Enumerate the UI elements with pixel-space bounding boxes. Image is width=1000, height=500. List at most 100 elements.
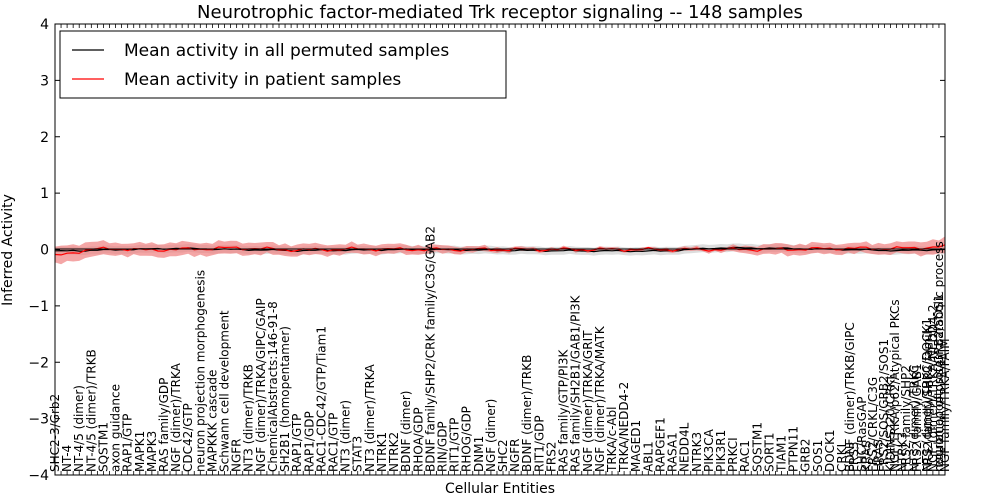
- x-tick-label: NGF/TRKA/p62/Atypical PKCs: [888, 299, 902, 472]
- x-tick-label: RAS family/GTP/PI3K: [557, 349, 571, 472]
- x-tick-label: Schwann cell development: [218, 310, 232, 472]
- x-tick-label: CRKL: [835, 440, 849, 472]
- x-tick-label: SQSTM1: [96, 422, 110, 472]
- x-tick-label: NT-4/5 (dimer)/TRKB: [84, 349, 98, 472]
- x-tick-label: SORT1: [762, 433, 776, 473]
- x-tick-label: TRKA/NEDD4-2: [617, 382, 631, 473]
- x-tick-label: FRS2/CRKL/C3G: [866, 377, 880, 472]
- x-tick-label: MAPKKK cascade: [205, 370, 219, 472]
- x-tick-label: TIAM1: [775, 435, 789, 473]
- x-tick-label: RAS family/GDP: [157, 378, 171, 472]
- y-tick-label: 4: [40, 17, 49, 33]
- x-tick-label: RAP1/GTP: [121, 414, 135, 472]
- x-tick-label: HRAS: [871, 439, 885, 472]
- x-tick-label: RASA1: [666, 432, 680, 472]
- x-tick-label: SHC2: [496, 439, 510, 472]
- y-tick-label: 0: [40, 243, 49, 259]
- y-tick-label: 2: [40, 130, 49, 146]
- x-tick-label: NEDD4L: [678, 422, 692, 472]
- x-tick-label: NGF (dimer): [484, 399, 498, 472]
- x-tick-label: CDC42/GTP: [181, 403, 195, 472]
- x-tick-label: FRS2 family/SHP2/family: [921, 324, 935, 472]
- legend-label-patient: Mean activity in patient samples: [124, 70, 401, 90]
- x-tick-label: RIT1/GDP: [532, 415, 546, 472]
- x-tick-label: RAPGEF1: [653, 417, 667, 472]
- x-tick-label: DNM1: [472, 436, 486, 472]
- x-tick-label: SHC2-3/Grb2: [48, 394, 62, 472]
- x-tick-label: NGF (dimer)/TRKA/NEDD4-2: [926, 304, 940, 472]
- y-tick-label: −1: [28, 299, 49, 315]
- x-tick-label: RAC1/GTP: [327, 413, 341, 472]
- x-tick-label: STAT3: [351, 436, 365, 472]
- x-tick-label: BDNF (dimer)/TRKB/GIPC: [843, 322, 857, 472]
- x-tick-label: RAP1/GTP: [290, 414, 304, 472]
- x-tick-label: neuron projection morphogenesis: [193, 270, 207, 472]
- x-tick-label: SOS1: [811, 440, 825, 472]
- x-tick-label: FRS2 family/SHP2: [899, 365, 913, 472]
- x-tick-label: NT3 (dimer)/TRKB: [242, 364, 256, 472]
- y-axis-label: Inferred Activity: [0, 194, 16, 306]
- x-tick-label: KIDINS220/CRKL: [884, 373, 898, 472]
- x-tick-label: DOCK1: [823, 429, 837, 472]
- x-tick-label: RAP1/GDP: [302, 411, 316, 472]
- y-tick-label: 1: [40, 186, 49, 202]
- legend-box: [59, 30, 507, 99]
- x-tick-label: RIN/GDP: [436, 421, 450, 472]
- x-tick-label: FRS2/SOS/GRB2/SOS1: [877, 339, 891, 472]
- x-tick-label: MAPK1: [133, 431, 147, 472]
- x-tick-label: SQSTM1: [750, 422, 764, 472]
- x-tick-label: NT3 (dimer): [339, 400, 353, 472]
- x-tick-label: BDNF (dimer): [399, 391, 413, 473]
- x-tick-label: KRAS: [859, 440, 873, 472]
- x-tick-label: RAC1: [738, 440, 752, 472]
- x-tick-label: NGFR: [508, 438, 522, 472]
- x-tick-label: NGF (dimer)/TRKA/MATK: [593, 325, 607, 472]
- x-tick-label: RIT1/GTP: [448, 418, 462, 472]
- x-tick-label: BDNF family/SHP2/CRK family/C3G/GAB2: [423, 226, 437, 472]
- x-tick-label: PIK3CA: [702, 428, 716, 472]
- x-tick-label: GRB2: [799, 438, 813, 472]
- x-tick-label: regulation of protein catabolic process: [932, 241, 946, 472]
- x-tick-label: TRKA/c-Abl: [605, 407, 619, 473]
- x-tick-label: PRKCI: [726, 437, 740, 472]
- legend: Mean activity in all permuted samples Me…: [59, 30, 507, 99]
- x-axis-label: Cellular Entities: [445, 481, 555, 497]
- x-tick-label: NGF family/TRKA/FAIM: [938, 338, 952, 472]
- x-tick-label: FRS2: [545, 442, 559, 473]
- x-tick-label: NT-4/5 (dimer): [72, 385, 86, 472]
- x-tick-label: RAS family/SH2B1/GAB1/PI3K: [569, 294, 583, 472]
- x-tick-label: NGF (dimer)/TRKA/GIPC/GAIP: [254, 298, 268, 472]
- legend-label-permuted: Mean activity in all permuted samples: [124, 41, 449, 61]
- x-tick-label: PIK3R1: [714, 430, 728, 472]
- x-tick-label: NTRK3: [690, 432, 704, 472]
- x-tick-label: RHOG/GDP: [460, 406, 474, 472]
- x-tick-label: FRS2 family/GAB1: [910, 363, 924, 472]
- x-tick-label: NTRK2: [387, 432, 401, 472]
- x-tick-label: RAC1-CDC42/GTP/Tiam1: [314, 326, 328, 472]
- x-tick-label: NT3 (dimer)/TRKA: [363, 364, 377, 472]
- x-tick-label: neuron apoptosis/GRB2/SOS1: [932, 294, 946, 472]
- x-tick-label: ChemicalAbstracts:146-91-8: [266, 301, 280, 472]
- x-tick-label: RHOA/GDP: [411, 407, 425, 472]
- x-tick-label: MAGED1: [629, 420, 643, 472]
- y-tick-label: 3: [40, 73, 49, 89]
- x-tick-label: NGF (dimer)/TRKA/GRIT: [581, 330, 595, 472]
- x-tick-label: NTRK3: [896, 432, 910, 472]
- x-tick-label: FRS3: [847, 442, 861, 473]
- x-tick-label: BDNF (dimer)/TRKB: [520, 355, 534, 472]
- chart-title: Neurotrophic factor-mediated Trk recepto…: [197, 2, 803, 23]
- x-tick-label: ABL1: [641, 441, 655, 472]
- y-tick-label: −4: [28, 468, 49, 484]
- x-tick-label: NT3 (dimer)/TRKC: [908, 365, 922, 472]
- x-tick-label: NGF (dimer)/TRKA: [169, 362, 183, 472]
- x-tick-label: MAPK3: [145, 431, 159, 472]
- x-tick-label: SH2B1 (homopentamer): [278, 326, 292, 472]
- x-tick-label: NTRK1: [375, 432, 389, 472]
- x-tick-label: NT3 (dimer)/TRKC/DOCK1: [920, 318, 934, 472]
- x-tick-label: SHC/RasGAP: [855, 397, 869, 473]
- x-tick-label: NT-4: [60, 445, 74, 472]
- x-tick-label: PTPN11: [787, 426, 801, 472]
- y-tick-label: −2: [28, 355, 49, 371]
